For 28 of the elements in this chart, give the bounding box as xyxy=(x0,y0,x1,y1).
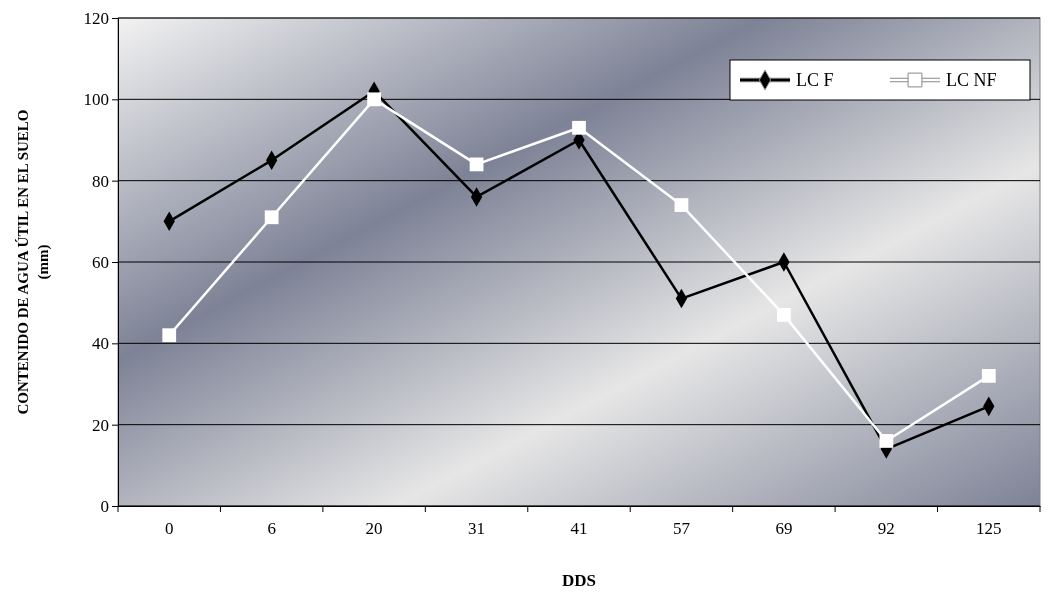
y-axis-title: CONTENIDO DE AGUA ÚTIL EN EL SUELO (mm) xyxy=(15,109,52,415)
x-tick-label: 20 xyxy=(365,519,383,539)
y-tick-label: 20 xyxy=(92,415,109,435)
point xyxy=(367,92,381,107)
x-tick-label: 41 xyxy=(570,519,588,539)
y-tick-label: 120 xyxy=(83,8,109,28)
x-tick-label: 0 xyxy=(164,519,174,539)
x-tick-label: 31 xyxy=(468,519,486,539)
x-tick-label: 6 xyxy=(267,519,276,539)
x-tick-label: 125 xyxy=(976,519,1002,539)
y-tick-label: 60 xyxy=(92,252,109,272)
x-tick-label: 57 xyxy=(672,519,691,539)
y-tick-label: 0 xyxy=(100,496,109,516)
x-tick-label: 69 xyxy=(775,519,793,539)
point xyxy=(162,328,177,343)
x-axis-title: DDS xyxy=(561,571,597,590)
legend-label: LC NF xyxy=(946,70,997,90)
y-tick-label: 80 xyxy=(92,171,109,191)
point xyxy=(777,307,791,322)
x-tick-label: 92 xyxy=(877,519,895,539)
legend-label: LC F xyxy=(796,70,834,90)
point xyxy=(674,198,689,212)
point xyxy=(879,434,894,448)
point xyxy=(572,120,586,135)
point xyxy=(264,210,279,225)
y-tick-label: 40 xyxy=(92,334,109,354)
y-tick-label: 100 xyxy=(83,90,109,110)
point xyxy=(981,368,996,383)
